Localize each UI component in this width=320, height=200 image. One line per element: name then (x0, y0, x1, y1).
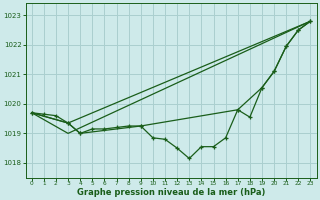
X-axis label: Graphe pression niveau de la mer (hPa): Graphe pression niveau de la mer (hPa) (77, 188, 265, 197)
